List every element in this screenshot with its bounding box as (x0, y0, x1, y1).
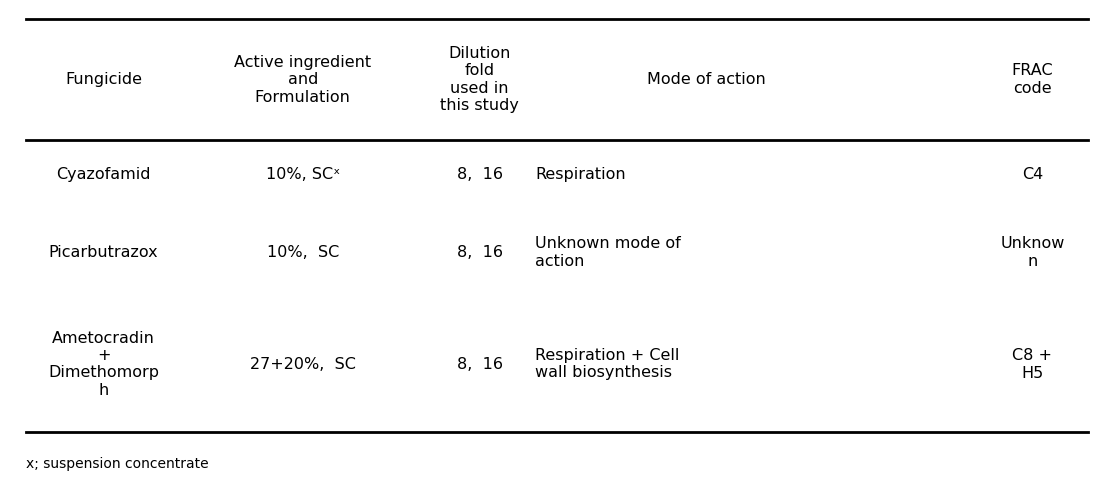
Text: C8 +
H5: C8 + H5 (1013, 348, 1053, 381)
Text: Mode of action: Mode of action (647, 72, 765, 87)
Text: C4: C4 (1022, 167, 1043, 182)
Text: Active ingredient
and
Formulation: Active ingredient and Formulation (234, 55, 371, 104)
Text: FRAC
code: FRAC code (1012, 63, 1053, 96)
Text: Respiration: Respiration (535, 167, 626, 182)
Text: Unknown mode of
action: Unknown mode of action (535, 236, 681, 269)
Text: 8,  16: 8, 16 (457, 167, 502, 182)
Text: 8,  16: 8, 16 (457, 357, 502, 372)
Text: Cyazofamid: Cyazofamid (57, 167, 150, 182)
Text: Fungicide: Fungicide (66, 72, 143, 87)
Text: x; suspension concentrate: x; suspension concentrate (27, 457, 209, 471)
Text: Dilution
fold
used in
this study: Dilution fold used in this study (440, 46, 519, 113)
Text: 8,  16: 8, 16 (457, 245, 502, 260)
Text: Ametocradin
+
Dimethomorp
h: Ametocradin + Dimethomorp h (48, 331, 159, 398)
Text: Unknow
n: Unknow n (1000, 236, 1065, 269)
Text: 10%,  SC: 10%, SC (266, 245, 339, 260)
Text: 27+20%,  SC: 27+20%, SC (250, 357, 355, 372)
Text: 10%, SCˣ: 10%, SCˣ (265, 167, 340, 182)
Text: Respiration + Cell
wall biosynthesis: Respiration + Cell wall biosynthesis (535, 348, 680, 381)
Text: Picarbutrazox: Picarbutrazox (49, 245, 158, 260)
